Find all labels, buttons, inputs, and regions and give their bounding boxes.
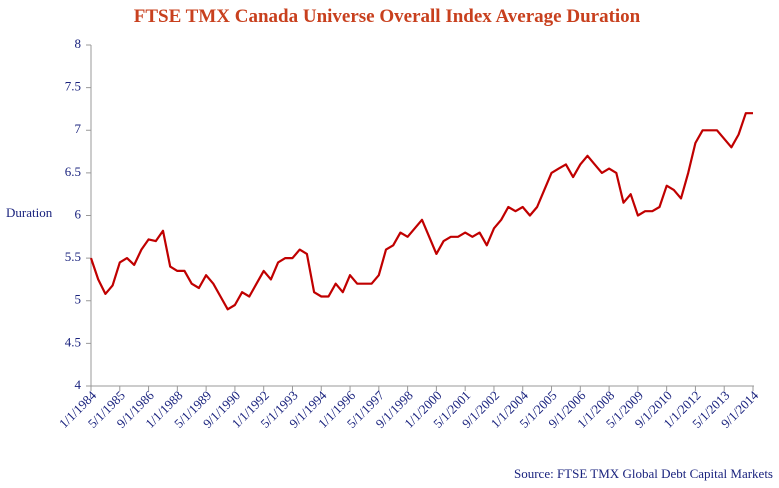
y-tick-label: 6.5 [65,164,81,179]
source-note: Source: FTSE TMX Global Debt Capital Mar… [514,466,773,481]
y-tick-label: 4 [75,377,82,392]
y-tick-label: 5.5 [65,249,81,264]
data-line [89,112,753,311]
y-axis-label: Duration [6,205,53,220]
chart-title: FTSE TMX Canada Universe Overall Index A… [134,6,641,27]
y-tick-label: 5 [75,292,82,307]
y-tick-label: 6 [75,206,82,221]
y-tick-label: 7.5 [65,79,81,94]
y-tick-label: 4.5 [65,334,81,349]
y-tick-label: 8 [75,36,82,51]
y-tick-label: 7 [75,121,82,136]
